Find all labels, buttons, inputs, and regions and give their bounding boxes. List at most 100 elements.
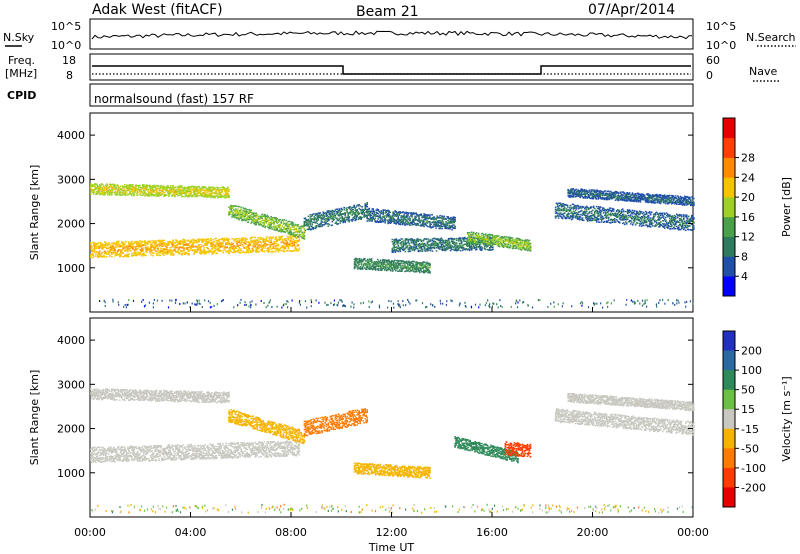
echo-cell bbox=[234, 205, 236, 207]
echo-cell bbox=[258, 244, 260, 246]
echo-cell bbox=[118, 240, 120, 243]
echo-cell bbox=[154, 189, 156, 191]
echo-cell bbox=[215, 242, 217, 244]
echo-cell bbox=[300, 228, 303, 230]
echo-cell bbox=[196, 191, 198, 193]
echo-cell bbox=[263, 245, 265, 247]
echo-cell bbox=[222, 244, 224, 246]
echo-cell bbox=[150, 254, 152, 256]
echo-cell bbox=[291, 224, 294, 226]
echo-cell bbox=[299, 226, 302, 228]
echo-cell bbox=[224, 249, 226, 251]
echo-cell bbox=[320, 222, 323, 225]
echo-cell bbox=[169, 193, 171, 195]
echo-cell bbox=[170, 191, 172, 193]
echo-cell bbox=[160, 247, 162, 249]
echo-cell bbox=[217, 189, 219, 192]
echo-cell bbox=[226, 189, 228, 191]
echo-cell bbox=[245, 217, 247, 220]
echo-cell bbox=[275, 238, 278, 240]
echo-cell bbox=[159, 241, 161, 243]
echo-cell bbox=[266, 250, 269, 252]
echo-cell bbox=[156, 245, 158, 248]
echo-cell bbox=[183, 241, 185, 244]
echo-cell bbox=[151, 249, 153, 251]
echo-cell bbox=[139, 252, 141, 254]
echo-cell bbox=[133, 194, 135, 196]
echo-cell bbox=[177, 242, 179, 244]
echo-cell bbox=[235, 212, 237, 214]
echo-cell bbox=[349, 206, 351, 208]
echo-cell bbox=[233, 205, 235, 207]
echo-cell bbox=[289, 223, 292, 225]
echo-cell bbox=[318, 226, 321, 228]
echo-cell bbox=[273, 229, 275, 231]
echo-cell bbox=[445, 221, 447, 223]
echo-cell bbox=[305, 224, 308, 226]
echo-cell bbox=[210, 195, 212, 197]
echo-cell bbox=[195, 186, 197, 189]
echo-cell bbox=[219, 195, 221, 197]
echo-cell bbox=[242, 214, 244, 216]
echo-cell bbox=[218, 249, 220, 251]
echo-cell bbox=[238, 215, 240, 217]
echo-cell bbox=[252, 216, 254, 218]
echo-cell bbox=[209, 250, 211, 253]
echo-cell bbox=[119, 254, 121, 256]
echo-cell bbox=[91, 188, 93, 191]
echo-cell bbox=[107, 250, 109, 252]
echo-cell bbox=[128, 245, 130, 247]
freq-series bbox=[92, 65, 691, 75]
echo-cell bbox=[212, 246, 214, 248]
echo-cell bbox=[188, 250, 190, 252]
echo-cell bbox=[278, 220, 280, 222]
echo-cell bbox=[169, 186, 171, 189]
echo-cell bbox=[149, 195, 151, 197]
echo-cell bbox=[93, 250, 95, 253]
echo-cell bbox=[167, 185, 169, 188]
echo-cell bbox=[340, 220, 343, 223]
echo-cell bbox=[138, 186, 140, 188]
echo-cell bbox=[176, 247, 178, 249]
echo-cell bbox=[218, 189, 220, 192]
echo-cell bbox=[94, 246, 96, 249]
echo-cell bbox=[309, 224, 312, 226]
echo-cell bbox=[104, 246, 106, 249]
echo-cell bbox=[124, 247, 126, 249]
echo-cell bbox=[289, 227, 292, 229]
echo-cell bbox=[119, 243, 121, 245]
echo-cell bbox=[121, 188, 123, 190]
echo-cell bbox=[415, 212, 417, 214]
echo-cell bbox=[179, 246, 181, 248]
echo-cell bbox=[235, 210, 237, 212]
echo-cell bbox=[213, 241, 215, 243]
echo-cell bbox=[233, 249, 235, 252]
echo-cell bbox=[113, 188, 115, 190]
echo-cell bbox=[457, 240, 460, 242]
echo-cell bbox=[193, 188, 195, 190]
echo-cell bbox=[275, 240, 278, 242]
echo-cell bbox=[182, 187, 184, 189]
echo-cell bbox=[273, 222, 275, 224]
echo-cell bbox=[260, 246, 262, 248]
echo-cell bbox=[406, 216, 408, 218]
echo-cell bbox=[157, 244, 159, 246]
echo-cell bbox=[233, 213, 235, 215]
echo-cell bbox=[254, 239, 256, 241]
echo-cell bbox=[245, 214, 247, 216]
echo-cell bbox=[142, 185, 144, 187]
echo-cell bbox=[104, 191, 106, 193]
echo-cell bbox=[346, 208, 348, 211]
echo-cell bbox=[253, 240, 255, 242]
echo-cell bbox=[103, 243, 105, 246]
echo-cell bbox=[290, 234, 293, 236]
echo-cell bbox=[289, 250, 292, 252]
echo-cell bbox=[423, 225, 425, 228]
echo-cell bbox=[119, 245, 121, 248]
echo-cell bbox=[163, 192, 165, 194]
echo-cell bbox=[119, 192, 121, 194]
echo-cell bbox=[210, 239, 212, 242]
echo-cell bbox=[233, 239, 235, 241]
echo-cell bbox=[170, 190, 172, 192]
